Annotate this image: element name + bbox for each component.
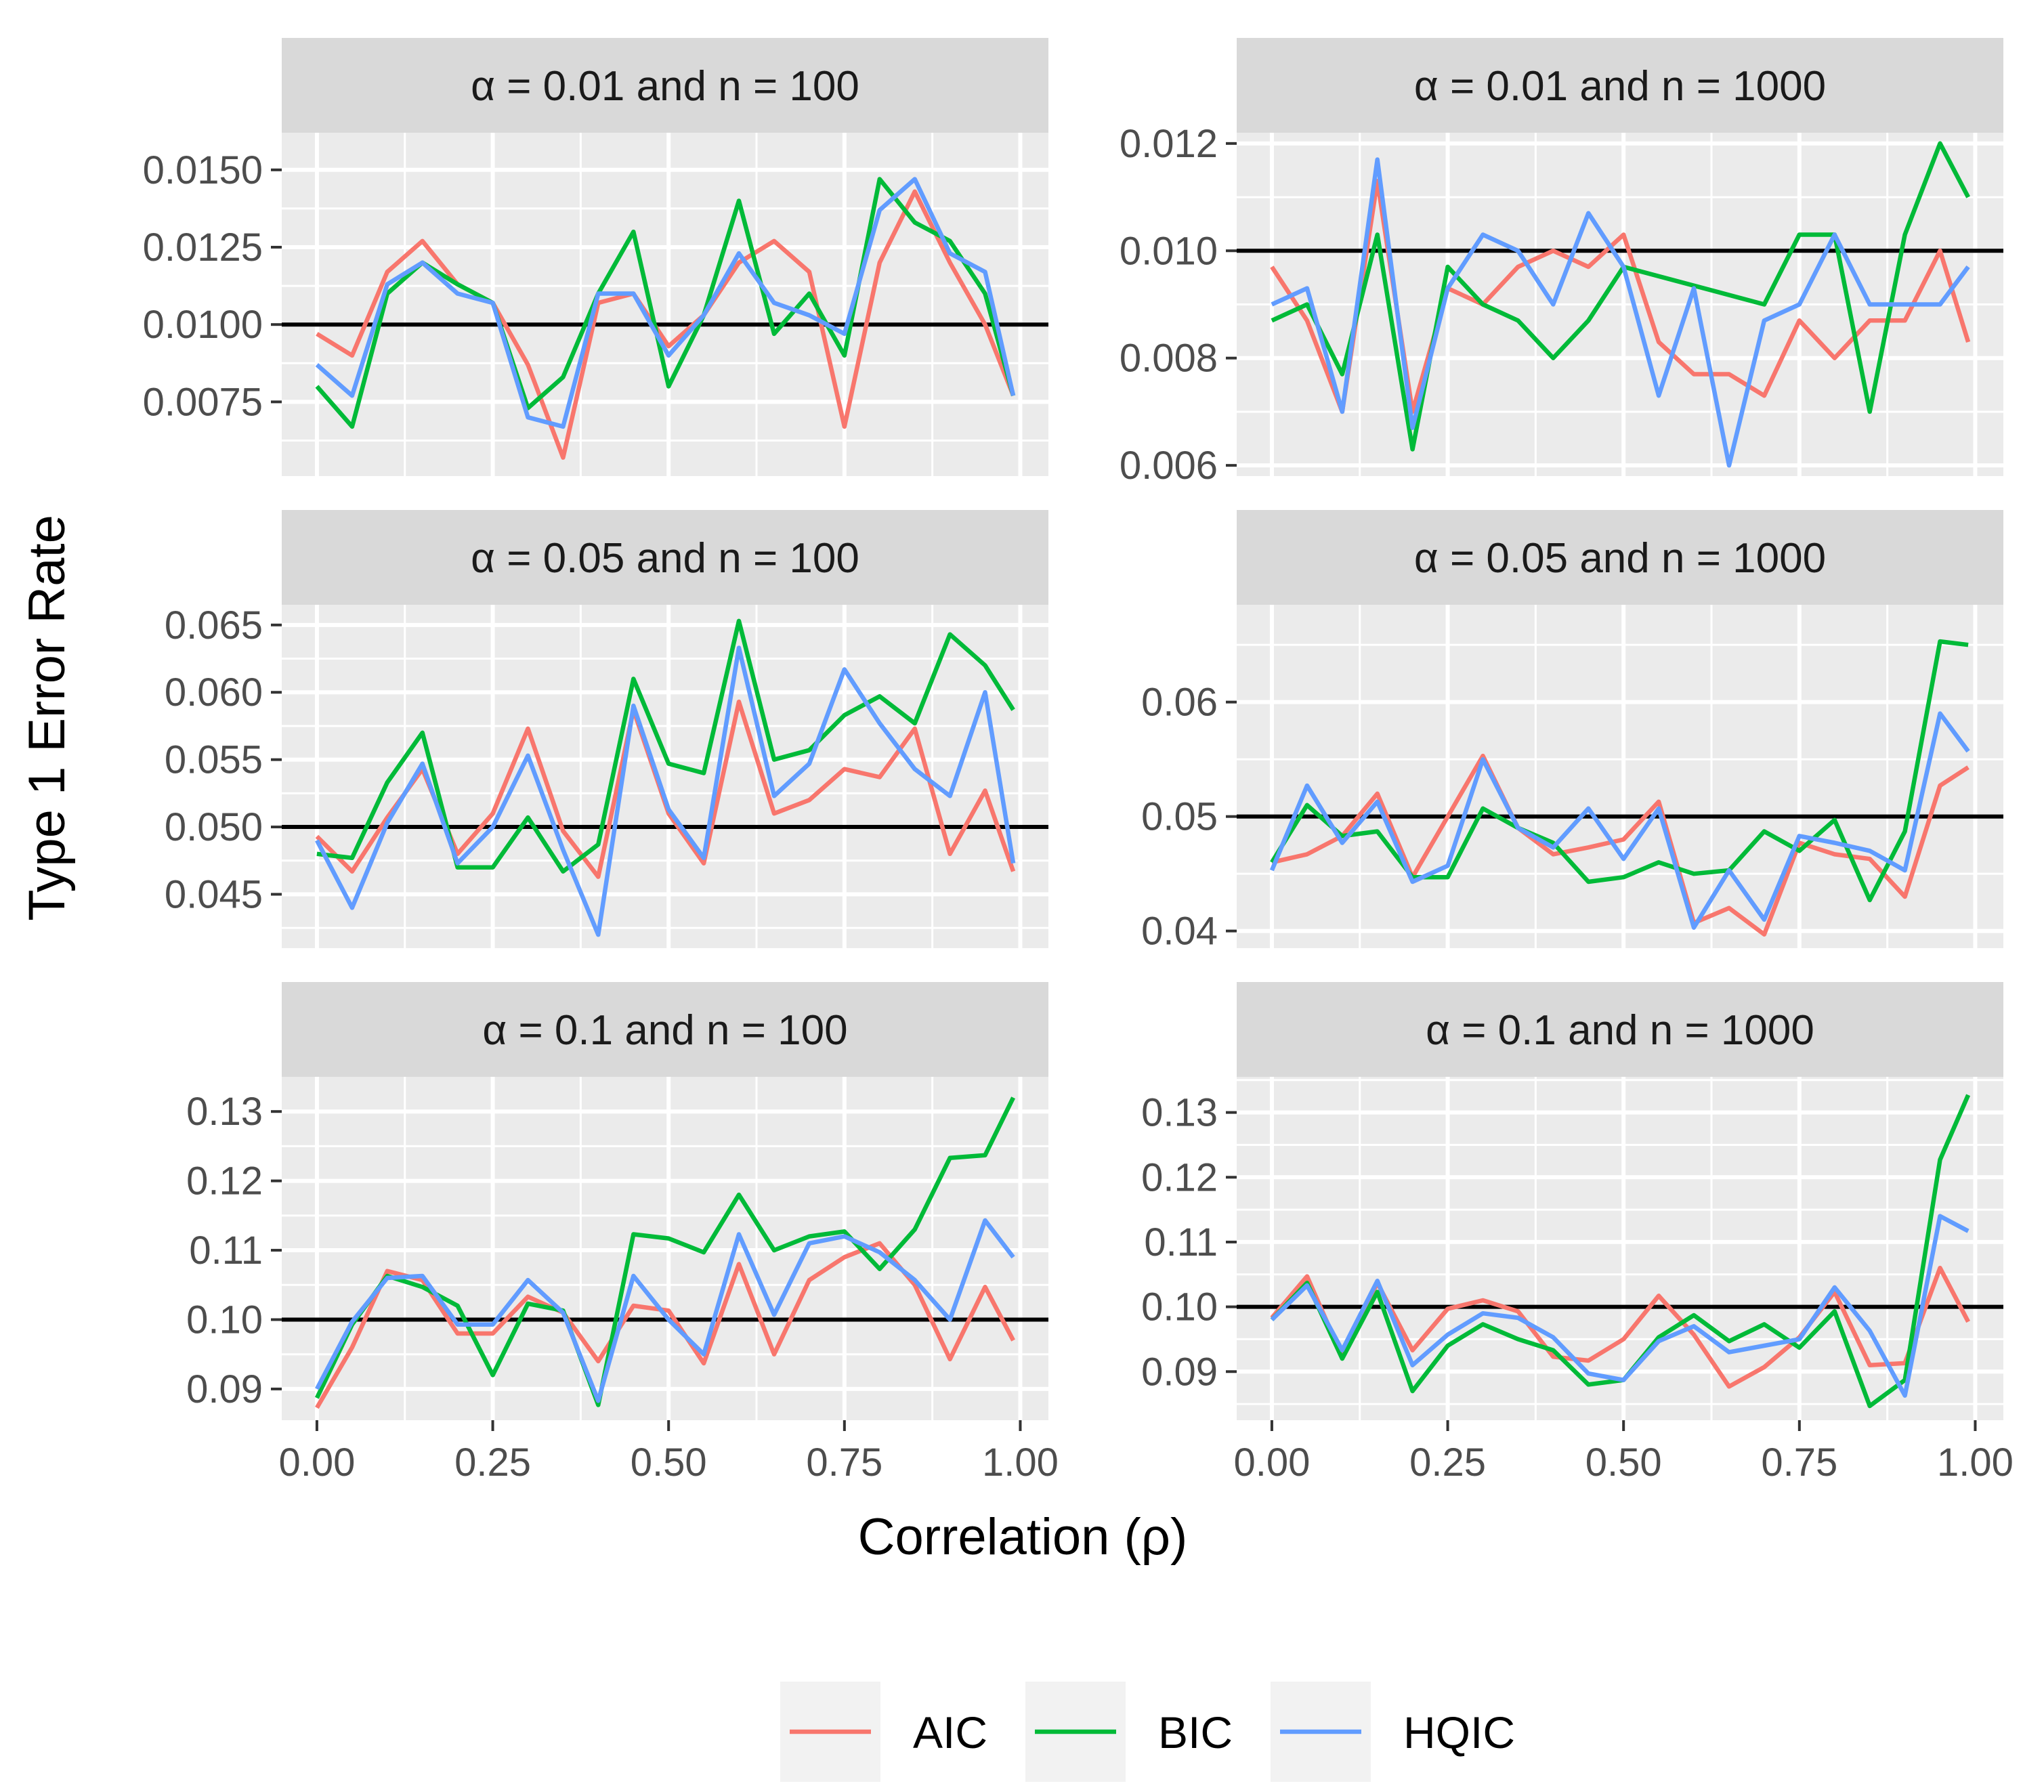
series-line-bic bbox=[1270, 639, 1969, 903]
legend-item-aic: AIC bbox=[780, 1682, 987, 1782]
y-tick-label: 0.055 bbox=[165, 738, 263, 782]
x-tick-label: 0.25 bbox=[454, 1441, 531, 1485]
y-tick-label: 0.010 bbox=[1120, 229, 1218, 273]
series-line-hqic bbox=[315, 177, 1016, 429]
y-tick-label: 0.13 bbox=[1141, 1091, 1218, 1135]
x-tick-label: 0.50 bbox=[631, 1441, 707, 1485]
facet-strip-label: α = 0.1 and n = 1000 bbox=[1426, 1007, 1814, 1054]
facet-strip-label: α = 0.01 and n = 1000 bbox=[1414, 63, 1826, 110]
series-line-hqic bbox=[315, 1218, 1015, 1403]
y-tick-label: 0.11 bbox=[1144, 1220, 1218, 1264]
facet-strip bbox=[1237, 38, 2003, 133]
y-tick-label: 0.060 bbox=[165, 670, 263, 714]
y-tick-label: 0.045 bbox=[165, 872, 263, 916]
series-line-hqic bbox=[1271, 157, 1970, 468]
y-tick-label: 0.10 bbox=[1141, 1285, 1218, 1329]
facet-strip-label: α = 0.01 and n = 100 bbox=[471, 63, 859, 110]
y-tick-label: 0.0150 bbox=[143, 148, 263, 192]
facet-panel-4: α = 0.05 and n = 1000 0.04 0.05 0.06 bbox=[1141, 510, 2003, 954]
facet-strip-label: α = 0.05 and n = 1000 bbox=[1414, 535, 1826, 582]
series-line-aic bbox=[1271, 753, 1970, 937]
y-tick-label: 0.09 bbox=[1141, 1350, 1218, 1394]
panel-background bbox=[282, 133, 1048, 476]
y-tick-label: 0.012 bbox=[1120, 122, 1218, 166]
legend-item-bic: BIC bbox=[1025, 1682, 1233, 1782]
panel-background bbox=[282, 605, 1048, 948]
x-tick-label: 0.25 bbox=[1409, 1441, 1486, 1485]
y-tick-label: 0.12 bbox=[186, 1159, 263, 1203]
facet-strip bbox=[282, 510, 1048, 605]
x-tick-label: 1.00 bbox=[982, 1441, 1059, 1485]
y-tick-label: 0.0125 bbox=[143, 226, 263, 270]
y-tick-label: 0.11 bbox=[189, 1229, 263, 1273]
facet-panel-5: α = 0.1 and n = 100 0.09 0.10 0.11 0.12 0.13 0… bbox=[186, 982, 1059, 1485]
facet-strip bbox=[282, 38, 1048, 133]
legend: AIC BIC HQIC bbox=[780, 1682, 1515, 1782]
x-tick-label: 0.00 bbox=[1233, 1441, 1310, 1485]
y-axis-title: Type 1 Error Rate bbox=[18, 515, 76, 921]
y-tick-label: 0.008 bbox=[1120, 337, 1218, 381]
facet-strip bbox=[1237, 982, 2003, 1077]
x-tick-label: 0.00 bbox=[278, 1441, 355, 1485]
y-tick-label: 0.065 bbox=[165, 603, 263, 647]
y-tick-label: 0.10 bbox=[186, 1298, 263, 1342]
y-tick-label: 0.050 bbox=[165, 805, 263, 849]
y-tick-label: 0.0075 bbox=[143, 380, 263, 424]
y-tick-label: 0.05 bbox=[1141, 795, 1218, 839]
facet-panel-6: α = 0.1 and n = 1000 0.09 0.10 0.11 0.12 0.13… bbox=[1141, 982, 2014, 1485]
y-tick-label: 0.12 bbox=[1141, 1155, 1218, 1199]
facet-strip-label: α = 0.05 and n = 100 bbox=[471, 535, 859, 582]
series-line-hqic bbox=[1269, 711, 1970, 930]
panel-background bbox=[1237, 605, 2003, 948]
series-line-bic bbox=[1271, 141, 1970, 452]
facet-strip-label: α = 0.1 and n = 100 bbox=[482, 1007, 847, 1054]
legend-label: AIC bbox=[913, 1707, 987, 1757]
y-tick-label: 0.006 bbox=[1120, 444, 1218, 488]
x-tick-label: 0.50 bbox=[1585, 1441, 1662, 1485]
facet-strip bbox=[1237, 510, 2003, 605]
y-tick-label: 0.09 bbox=[186, 1367, 263, 1411]
facet-strip bbox=[282, 982, 1048, 1077]
series-line-hqic bbox=[315, 645, 1016, 937]
series-line-bic bbox=[316, 618, 1015, 874]
facet-panel-1: α = 0.01 and n = 100 0.0075 0.0100 0.0125 0.… bbox=[143, 38, 1048, 476]
facet-panels: α = 0.01 and n = 100 0.0075 0.0100 0.0125 0.… bbox=[143, 38, 2014, 1485]
facet-panel-3: α = 0.05 and n = 100 0.045 0.050 0.055 0.060… bbox=[165, 510, 1048, 948]
y-tick-label: 0.06 bbox=[1141, 681, 1218, 725]
y-tick-label: 0.13 bbox=[186, 1090, 263, 1134]
series-line-aic bbox=[316, 189, 1016, 460]
x-tick-label: 0.75 bbox=[806, 1441, 882, 1485]
legend-label: BIC bbox=[1158, 1707, 1233, 1757]
y-tick-label: 0.0100 bbox=[143, 303, 263, 347]
y-tick-label: 0.04 bbox=[1141, 910, 1218, 954]
series-line-bic bbox=[315, 177, 1016, 429]
x-tick-label: 1.00 bbox=[1937, 1441, 2014, 1485]
x-axis-title: Correlation (ρ) bbox=[858, 1508, 1188, 1566]
legend-item-hqic: HQIC bbox=[1271, 1682, 1515, 1782]
series-line-hqic bbox=[1270, 1214, 1970, 1398]
facet-panel-2: α = 0.01 and n = 1000 0.006 0.008 0.010 0.01… bbox=[1120, 38, 2003, 488]
legend-label: HQIC bbox=[1403, 1707, 1515, 1757]
x-tick-label: 0.75 bbox=[1761, 1441, 1837, 1485]
